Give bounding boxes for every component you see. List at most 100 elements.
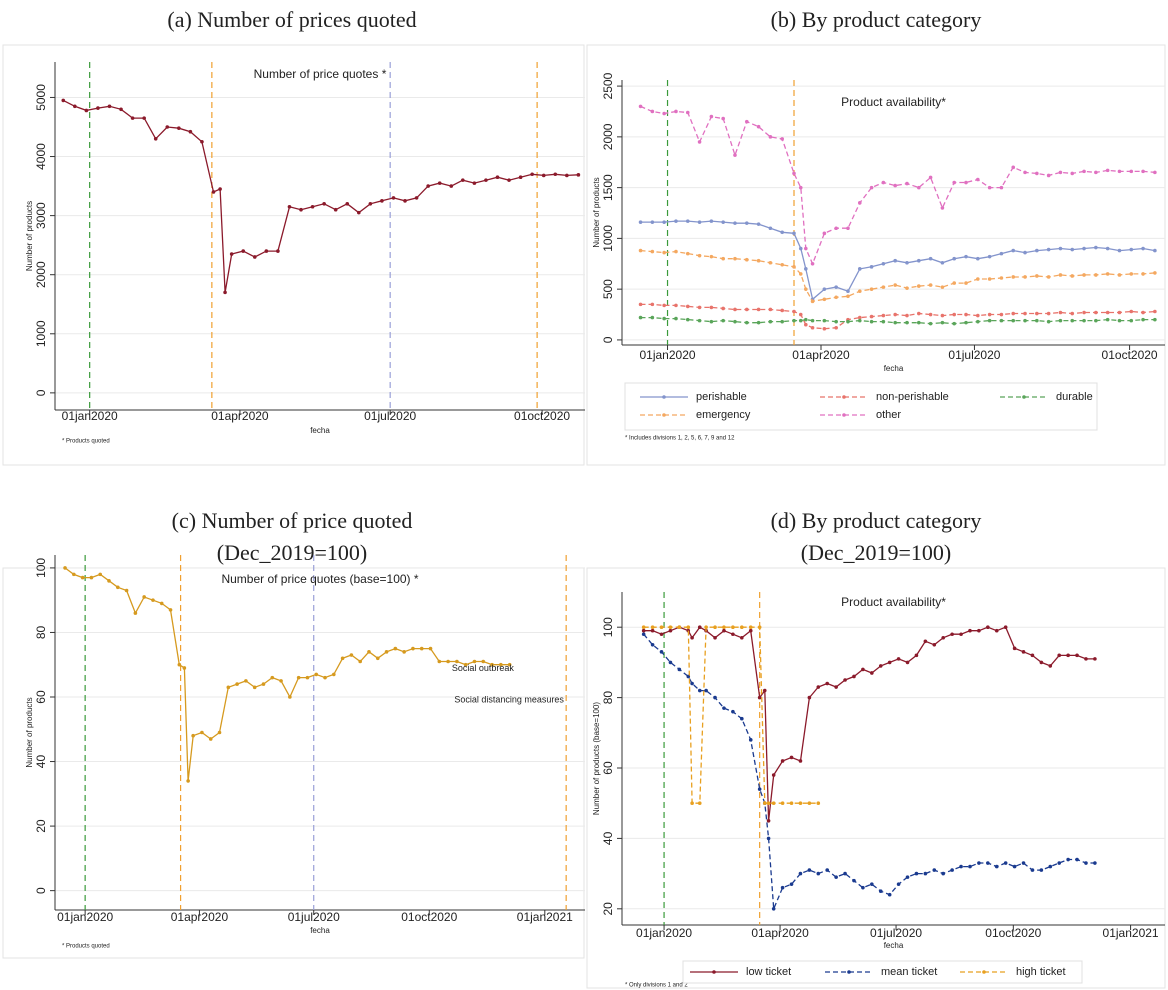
data-point	[437, 659, 442, 664]
data-point	[217, 730, 222, 735]
data-point	[952, 281, 957, 285]
data-point	[916, 320, 921, 325]
data-point	[1003, 861, 1008, 865]
data-point	[756, 124, 761, 129]
data-point	[1070, 171, 1075, 176]
data-point	[1048, 664, 1053, 668]
data-point	[244, 679, 248, 683]
x-tick-label: 01jul2020	[288, 910, 340, 924]
data-point	[650, 628, 655, 633]
data-point	[916, 185, 921, 190]
data-point	[916, 284, 921, 288]
y-tick-label: 80	[601, 691, 615, 705]
data-point	[235, 682, 239, 686]
data-point	[964, 312, 968, 317]
data-point	[115, 585, 120, 590]
data-point	[731, 632, 735, 637]
data-point	[107, 579, 111, 583]
data-point	[638, 104, 643, 109]
series-line	[640, 316, 1155, 325]
y-tick-label: 1500	[601, 174, 615, 201]
data-point	[999, 185, 1004, 190]
legend-marker	[842, 395, 846, 399]
data-point	[142, 595, 146, 599]
data-point	[367, 650, 371, 654]
data-point	[822, 287, 827, 291]
data-point	[798, 871, 803, 876]
data-point	[1039, 660, 1044, 665]
chart-title: Number of price quotes *	[254, 67, 387, 81]
x-tick-label: 01apr2020	[171, 910, 229, 924]
data-point	[1048, 864, 1053, 869]
data-point	[932, 643, 937, 647]
data-point	[650, 302, 655, 307]
x-tick-label: 01jan2020	[636, 926, 692, 940]
data-point	[822, 297, 827, 302]
data-point	[411, 646, 415, 651]
data-point	[1023, 170, 1027, 175]
data-point	[721, 318, 725, 323]
data-point	[870, 671, 874, 675]
data-point	[177, 662, 182, 667]
data-point	[941, 635, 946, 640]
data-point	[1129, 272, 1134, 276]
x-tick-label: 01jul2020	[364, 409, 416, 423]
data-point	[952, 321, 957, 326]
series-line	[64, 567, 510, 781]
data-point	[276, 249, 280, 253]
data-point	[1023, 275, 1027, 279]
data-point	[721, 220, 725, 224]
data-point	[964, 281, 968, 285]
y-tick-label: 1000	[34, 320, 48, 347]
data-point	[191, 733, 195, 738]
data-point	[168, 608, 173, 612]
data-point	[641, 625, 646, 630]
data-point	[279, 679, 283, 683]
y-tick-label: 5000	[34, 84, 48, 111]
chart-title: Product availability*	[841, 95, 946, 109]
data-point	[804, 317, 808, 322]
data-point	[905, 875, 910, 879]
data-point	[857, 267, 862, 271]
data-point	[822, 326, 827, 331]
data-point	[697, 688, 702, 693]
data-point	[843, 871, 847, 876]
data-point	[771, 907, 776, 911]
data-point	[345, 201, 350, 206]
data-point	[1046, 275, 1051, 279]
data-point	[1105, 168, 1110, 173]
data-point	[685, 219, 690, 223]
data-point	[463, 662, 468, 667]
data-point	[1141, 246, 1145, 251]
data-point	[188, 129, 193, 134]
data-point	[893, 283, 897, 287]
data-point	[674, 219, 678, 223]
series-line	[640, 105, 1155, 266]
data-point	[1003, 625, 1008, 630]
data-point	[807, 695, 812, 700]
data-point	[964, 320, 968, 325]
x-tick-label: 01oct2020	[401, 910, 457, 924]
data-point	[780, 759, 785, 763]
data-point	[881, 180, 886, 185]
data-point	[218, 187, 222, 191]
data-point	[756, 222, 761, 226]
data-point	[881, 319, 886, 324]
data-point	[709, 319, 714, 324]
legend-marker	[1022, 395, 1026, 399]
data-point	[1011, 248, 1016, 253]
y-tick-label: 80	[34, 625, 48, 639]
data-point	[816, 801, 821, 806]
data-point	[1046, 311, 1051, 316]
data-point	[659, 625, 664, 630]
data-point	[857, 201, 862, 205]
y-tick-label: 20	[34, 819, 48, 833]
x-tick-label: 01jul2020	[948, 348, 1000, 362]
data-point	[177, 126, 181, 130]
y-tick-label: 500	[601, 279, 615, 299]
data-point	[89, 575, 94, 580]
data-point	[1070, 247, 1075, 252]
data-point	[1057, 653, 1062, 658]
data-point	[792, 309, 796, 314]
data-point	[1141, 169, 1145, 174]
